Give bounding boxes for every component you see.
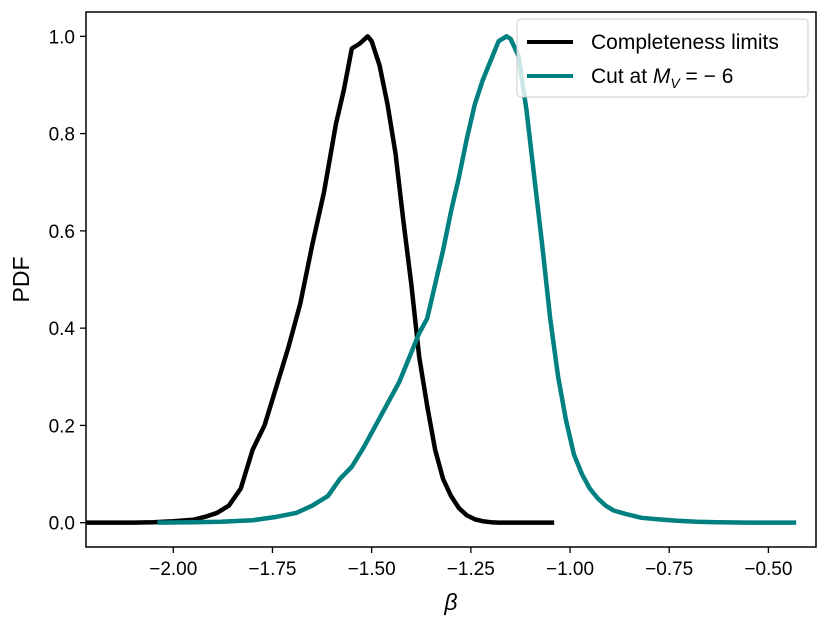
x-tick-label: −0.50 (744, 559, 792, 580)
x-tick-label: −1.75 (248, 559, 296, 580)
legend-label-cut-var: M (653, 65, 671, 88)
x-tick-label: −1.50 (348, 559, 396, 580)
x-axis-label: β (443, 589, 457, 615)
legend-box (516, 18, 809, 98)
x-tick-label: −1.00 (546, 559, 594, 580)
axes-frame (85, 11, 817, 548)
x-tick-label: −1.25 (447, 559, 495, 580)
x-tick-label: −0.75 (645, 559, 693, 580)
y-tick-label: 1.0 (49, 27, 75, 48)
plot-area (86, 34, 797, 525)
legend: Completeness limits Cut at MV = − 6 (516, 18, 809, 98)
legend-label-completeness: Completeness limits (591, 31, 779, 54)
series-line-cut-mv (157, 34, 797, 525)
y-tick-label: 0.6 (49, 222, 75, 243)
y-tick-label: 0.8 (49, 125, 75, 146)
legend-label-cut-sub: V (670, 75, 681, 91)
y-tick-label: 0.0 (49, 514, 75, 535)
legend-label-cut-rest: = − 6 (680, 65, 734, 88)
legend-label-cut: Cut at MV = − 6 (591, 65, 733, 91)
y-tick-label: 0.4 (49, 319, 76, 340)
series-line-completeness-limits (86, 34, 555, 525)
ticks: −2.00 −1.75 −1.50 −1.25 −1.00 −0.75 −0.50 0.0 0.… (49, 27, 793, 580)
x-tick-label: −2.00 (149, 559, 197, 580)
y-tick-label: 0.2 (49, 416, 75, 437)
y-axis-label: PDF (8, 257, 34, 303)
legend-label-cut-main: Cut at (591, 65, 653, 88)
